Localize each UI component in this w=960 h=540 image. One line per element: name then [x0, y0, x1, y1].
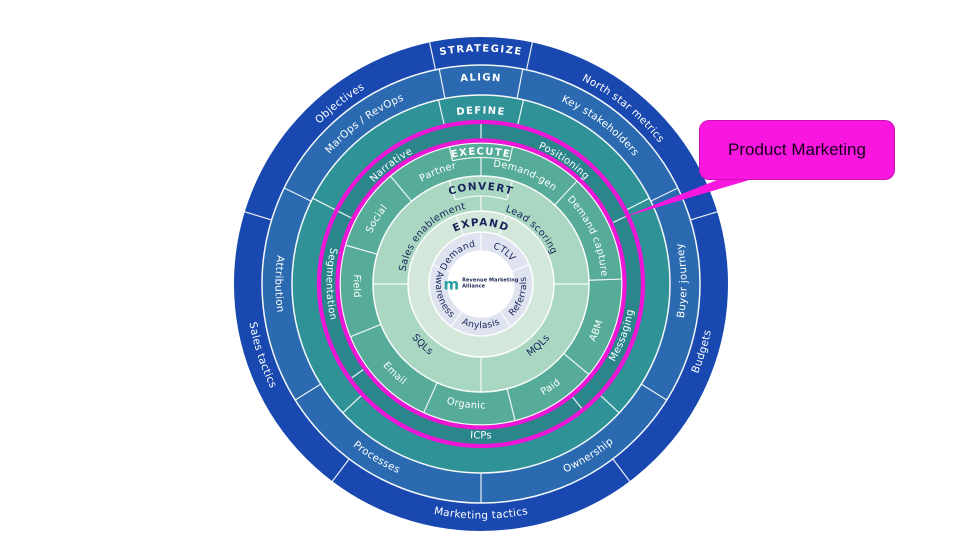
ring-label-icps-textpath: ICPs	[470, 430, 492, 441]
ring-header-execute-textpath: EXECUTE	[450, 146, 510, 160]
ring-label-marketing-tactics-textpath: Marketing tactics	[433, 505, 529, 522]
ring-header-convert: CONVERT	[447, 181, 515, 198]
segment-divider-align	[294, 383, 322, 401]
ring-header-expand-textpath: EXPAND	[451, 217, 510, 235]
header-box-side-execute	[448, 146, 454, 161]
segment-divider-align	[650, 187, 679, 202]
segment-divider-execute	[554, 180, 578, 206]
highlight-magenta-circle-inner	[335, 138, 627, 430]
rma-logo-text: Revenue Marketing Alliance	[462, 277, 519, 290]
segment-divider-strategize	[244, 211, 272, 221]
segment-divider-define	[516, 99, 525, 128]
segment-divider-align	[438, 68, 446, 99]
ring-label-icps: ICPs	[470, 430, 492, 441]
segment-divider-growth-core	[499, 310, 512, 327]
ring-label-anylasis: Anylasis	[460, 316, 501, 331]
ring-header-define: DEFINE	[456, 105, 506, 118]
segment-divider-strategize	[429, 42, 437, 70]
segment-divider-define	[312, 197, 338, 212]
ring-label-marketing-tactics: Marketing tactics	[433, 505, 529, 522]
rma-logo-mark-icon: m	[443, 275, 460, 293]
segment-divider-align	[516, 68, 524, 99]
ring-header-execute: EXECUTE	[450, 146, 511, 160]
ring-header-align: ALIGN	[460, 72, 502, 84]
segment-divider-strategize	[331, 458, 350, 482]
segment-divider-execute	[389, 175, 413, 202]
ring-header-convert-textpath: CONVERT	[447, 181, 514, 198]
center-disc	[448, 251, 514, 317]
ring-label-segmentation-textpath: Segmentation	[323, 247, 338, 322]
segment-divider-define	[624, 197, 650, 212]
header-box-side-convert	[448, 180, 456, 201]
ring-header-expand: EXPAND	[451, 217, 511, 235]
segment-divider-expand	[455, 215, 464, 236]
segment-divider-execute	[506, 388, 516, 421]
highlight-magenta-circle-outer	[316, 119, 646, 449]
ring-label-attribution: Attribution	[272, 255, 286, 314]
segment-divider-align	[283, 187, 312, 202]
segment-divider-growth-core	[450, 310, 463, 327]
segment-divider-growth-core	[511, 263, 530, 273]
ring-band-expand	[408, 211, 554, 357]
segment-divider-execute	[423, 382, 438, 414]
ring-header-align-textpath: ALIGN	[460, 72, 501, 84]
segment-divider-strategize	[525, 42, 533, 70]
revenue-marketing-alliance-logo: m Revenue Marketing Alliance	[443, 275, 519, 293]
segment-divider-define	[437, 99, 446, 128]
product-marketing-callout: Product Marketing	[699, 120, 895, 180]
header-box-side-convert	[506, 180, 514, 201]
product-marketing-callout-label: Product Marketing	[728, 140, 866, 159]
ring-header-define-textpath: DEFINE	[456, 105, 505, 118]
ring-label-buyer-journey: Buyer journey	[674, 242, 690, 319]
ring-label-segmentation: Segmentation	[323, 247, 338, 322]
ring-label-attribution-textpath: Attribution	[272, 255, 286, 314]
segment-divider-execute	[563, 352, 590, 376]
segment-divider-define	[342, 393, 364, 414]
ring-band-strategize	[234, 37, 728, 531]
ring-label-field: Field	[351, 274, 363, 298]
header-box-side-execute	[508, 146, 514, 161]
segment-divider-expand	[498, 215, 507, 236]
segment-divider-strategize	[690, 211, 718, 221]
rma-logo-line2: Alliance	[462, 283, 486, 289]
ring-header-strategize-textpath: STRATEGIZE	[439, 43, 522, 58]
segment-divider-growth-core	[432, 263, 451, 273]
segment-divider-execute	[350, 323, 382, 338]
segment-divider-align	[640, 383, 668, 401]
segment-divider-define	[598, 393, 620, 414]
rma-logo-line1: Revenue Marketing	[462, 277, 519, 284]
segment-divider-execute	[588, 278, 622, 281]
segment-divider-execute	[345, 244, 378, 255]
ring-label-field-textpath: Field	[351, 274, 362, 298]
callout-tail	[621, 178, 756, 218]
ring-label-anylasis-textpath: Anylasis	[460, 316, 501, 331]
ring-band-define	[292, 95, 670, 473]
ring-header-strategize: STRATEGIZE	[439, 43, 524, 58]
segment-divider-strategize	[612, 458, 631, 482]
ring-label-buyer-journey-textpath: Buyer journey	[674, 242, 690, 319]
